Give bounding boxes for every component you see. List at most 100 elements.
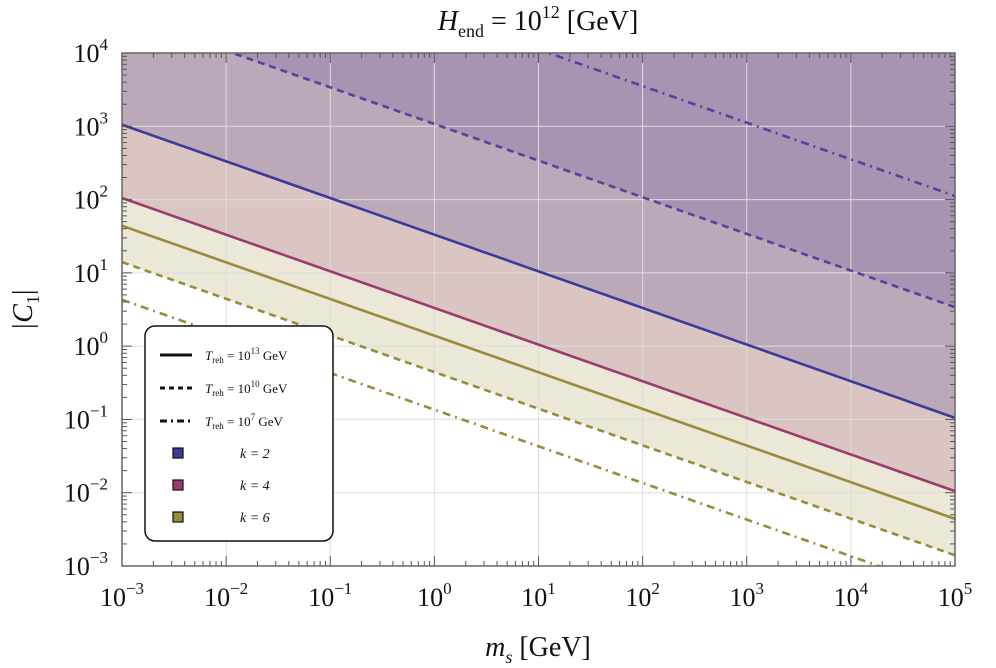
y-label-left: |C	[8, 304, 39, 331]
tick-exponent: 2	[100, 182, 109, 201]
series-line	[122, 196, 955, 493]
y-label-sub: 1	[23, 295, 43, 304]
legend-swatch	[172, 511, 184, 523]
tick-label: 10−1	[64, 401, 108, 434]
tick-base: 10	[417, 583, 443, 612]
series-line	[228, 53, 955, 309]
legend-label: k = 2	[240, 447, 270, 462]
legend-unit: GeV	[260, 348, 288, 363]
tick-label: 10−3	[100, 579, 144, 612]
chart-title: Hend = 1012 [GeV]	[437, 2, 639, 41]
tick-label: 103	[730, 579, 765, 612]
tick-exponent: 4	[860, 579, 869, 598]
tick-base: 10	[204, 583, 230, 612]
tick-label: 10−2	[204, 579, 248, 612]
tick-exponent: 0	[100, 328, 109, 347]
tick-exponent: 1	[100, 255, 109, 274]
legend-sub: reh	[212, 421, 224, 431]
tick-exponent: 1	[547, 579, 556, 598]
tick-base: 10	[74, 112, 100, 141]
tick-base: 10	[521, 583, 547, 612]
tick-base: 10	[625, 583, 651, 612]
tick-base: 10	[100, 583, 126, 612]
legend-sup: 7	[251, 412, 256, 422]
x-label-sub: s	[505, 647, 512, 667]
tick-base: 10	[730, 583, 756, 612]
legend-label: Treh = 1013 GeV	[205, 346, 288, 365]
tick-exponent: 0	[443, 579, 452, 598]
tick-label: 10−2	[64, 475, 108, 508]
legend-sup: 10	[251, 379, 261, 389]
tick-exponent: 4	[100, 35, 109, 54]
x-axis-label: ms [GeV]	[485, 632, 591, 667]
tick-base: 10	[64, 479, 90, 508]
x-label-unit: [GeV]	[512, 632, 591, 663]
tick-base: 10	[74, 186, 100, 215]
tick-label: 103	[74, 108, 109, 141]
legend-swatch	[172, 447, 184, 459]
tick-base: 10	[74, 332, 100, 361]
tick-exponent: −2	[230, 579, 248, 598]
tick-label: 100	[74, 328, 109, 361]
y-label-right: |	[8, 290, 39, 296]
title-symbol: H	[437, 6, 460, 37]
legend-symbol: T	[205, 381, 213, 396]
legend-middle: = 10	[224, 348, 251, 363]
series-line	[122, 260, 955, 557]
tick-label: 101	[521, 579, 556, 612]
plot-frame	[121, 52, 956, 567]
legend-swatch	[172, 479, 184, 491]
tick-label: 100	[417, 579, 452, 612]
tick-exponent: −2	[90, 475, 108, 494]
title-sup: 12	[542, 2, 560, 22]
tick-base: 10	[74, 39, 100, 68]
y-axis-label: |C1|	[8, 290, 43, 331]
tick-base: 10	[74, 259, 100, 288]
legend-unit: GeV	[255, 414, 283, 429]
tick-exponent: −1	[90, 401, 108, 420]
series-line	[122, 123, 955, 420]
legend-symbol: T	[205, 348, 213, 363]
tick-exponent: 2	[651, 579, 660, 598]
tick-label: 101	[74, 255, 109, 288]
tick-exponent: −3	[90, 548, 108, 567]
tick-label: 10−3	[64, 548, 108, 581]
legend-label: k = 4	[240, 479, 270, 494]
tick-label: 10−1	[308, 579, 352, 612]
legend-sub: reh	[212, 355, 224, 365]
tick-label: 102	[74, 182, 109, 215]
tick-label: 104	[834, 579, 869, 612]
tick-base: 10	[834, 583, 860, 612]
tick-label: 105	[938, 579, 973, 612]
legend-box	[144, 325, 334, 542]
tick-exponent: 3	[100, 108, 109, 127]
legend-middle: = 10	[224, 414, 251, 429]
tick-exponent: 5	[964, 579, 973, 598]
legend-label: Treh = 107 GeV	[205, 412, 283, 431]
tick-base: 10	[64, 405, 90, 434]
tick-base: 10	[938, 583, 964, 612]
x-label-symbol: m	[485, 632, 505, 663]
tick-label: 104	[74, 35, 109, 68]
tick-exponent: 3	[756, 579, 765, 598]
legend-sub: reh	[212, 388, 224, 398]
title-middle: = 10	[484, 6, 542, 37]
tick-exponent: −3	[126, 579, 144, 598]
legend-sup: 13	[251, 346, 261, 356]
legend-middle: = 10	[224, 381, 251, 396]
tick-exponent: −1	[334, 579, 352, 598]
tick-label: 102	[625, 579, 660, 612]
legend-label: k = 6	[240, 511, 270, 526]
axes: 10−3 10−2 10−1 100 101 102 103 104 10510−310−210…	[64, 35, 972, 612]
legend-label: Treh = 1010 GeV	[205, 379, 288, 398]
region-fill	[232, 53, 955, 308]
title-unit: [GeV]	[560, 6, 639, 37]
legend-symbol: T	[205, 414, 213, 429]
title-sub: end	[458, 21, 484, 41]
tick-base: 10	[308, 583, 334, 612]
series-line	[122, 224, 955, 521]
legend-unit: GeV	[260, 381, 288, 396]
tick-base: 10	[64, 552, 90, 581]
